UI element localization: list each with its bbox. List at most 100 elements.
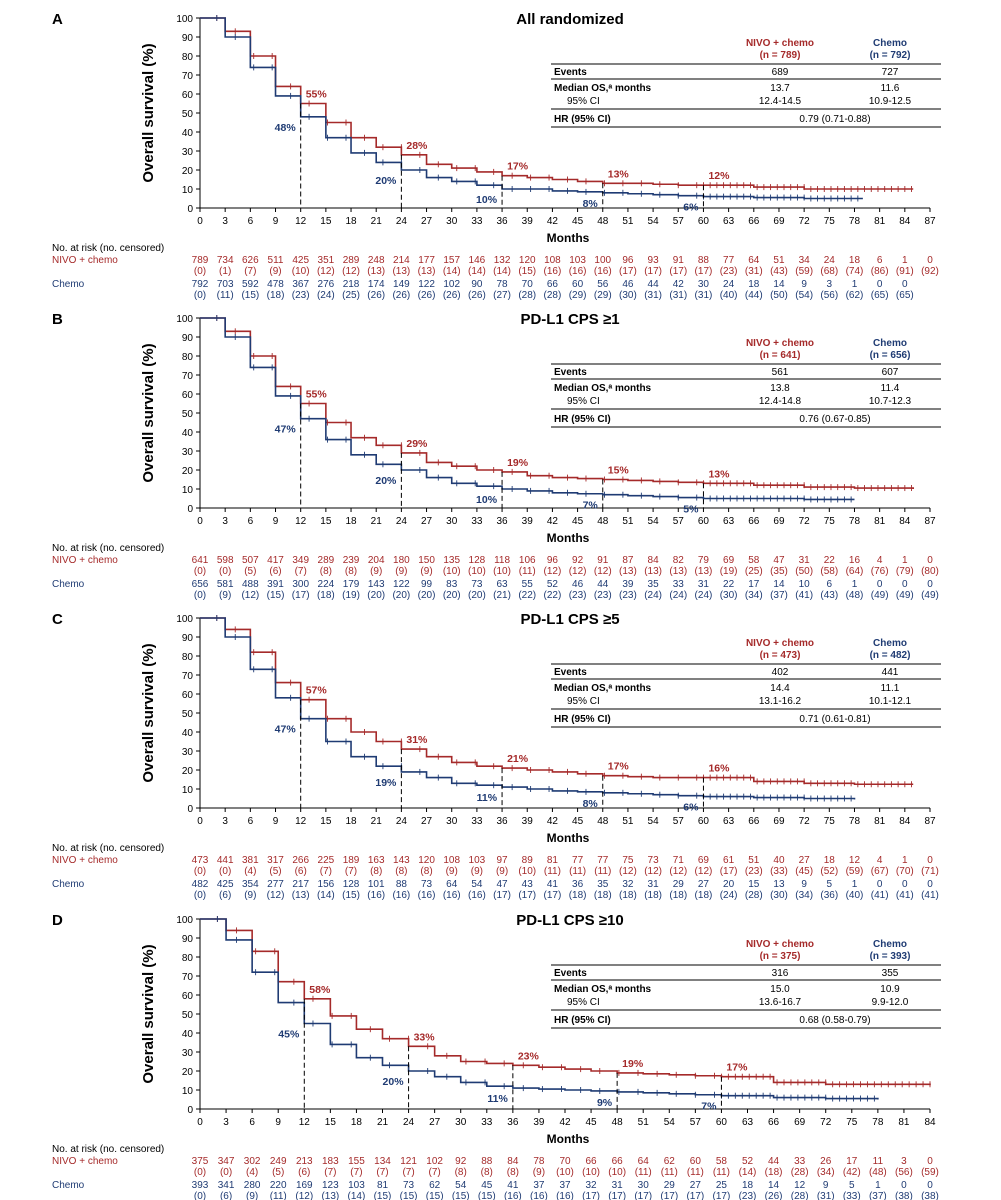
censored-count: (13) [292,890,310,901]
at-risk-count: 29 [664,1180,676,1191]
x-tick-label: 84 [899,816,911,827]
table-events-chemo: 727 [882,67,899,78]
table-events-nivo: 402 [772,667,789,678]
table-hr-label: HR (95% CI) [554,714,611,725]
at-risk-count: 10 [799,579,811,590]
censored-count: (11) [217,290,234,301]
at-risk-count: 73 [403,1180,415,1191]
table-hr-value: 0.68 (0.58-0.79) [799,1015,870,1026]
x-tick-label: 39 [522,516,534,527]
x-tick-label: 63 [723,516,735,527]
censored-count: (7) [345,866,357,877]
panel-title: PD-L1 CPS ≥1 [520,311,619,328]
at-risk-count: 89 [522,855,534,866]
at-risk-count: 289 [318,555,335,566]
censored-count: (17) [713,1191,731,1200]
censored-count: (17) [544,890,562,901]
x-tick-label: 69 [794,1117,806,1128]
milestone-label: 58% [309,984,331,996]
censored-count: (15) [267,590,285,601]
at-risk-count: 77 [723,255,735,266]
censored-count: (7) [244,266,256,277]
x-tick-label: 9 [273,216,279,227]
table-hr-value: 0.79 (0.71-0.88) [799,114,870,125]
at-risk-count: 4 [877,555,883,566]
censored-count: (0) [194,266,206,277]
censored-count: (0) [220,1167,232,1178]
censored-count: (31) [745,266,763,277]
milestone-label: 20% [383,1076,405,1088]
at-risk-count: 106 [519,555,536,566]
at-risk-count: 99 [421,579,433,590]
at-risk-count: 0 [902,279,908,290]
milestone-label: 21% [507,753,529,765]
censored-count: (19) [342,590,360,601]
milestone-label: 8% [583,198,599,210]
milestone-label: 29% [406,438,428,450]
at-risk-count: 0 [927,1156,933,1167]
censored-count: (49) [921,590,939,601]
at-risk-count: 157 [443,255,460,266]
censored-count: (50) [795,566,813,577]
at-risk-count: 4 [877,855,883,866]
at-risk-count: 1 [875,1180,881,1191]
censored-count: (49) [896,590,914,601]
at-risk-count: 9 [801,279,807,290]
censored-count: (6) [269,566,281,577]
table-median-label: Median OS,ᵃ months [554,83,652,94]
censored-count: (6) [295,866,307,877]
censored-count: (22) [518,590,536,601]
at-risk-count: 425 [292,255,309,266]
table-median-chemo: 11.1 [881,683,900,694]
x-tick-label: 54 [648,516,660,527]
censored-count: (9) [395,566,407,577]
censored-count: (65) [871,290,889,301]
at-risk-count: 103 [469,855,486,866]
censored-count: (0) [219,566,231,577]
at-risk-count: 69 [698,855,710,866]
x-tick-label: 15 [320,216,332,227]
censored-count: (59) [921,1167,939,1178]
milestone-label: 55% [306,389,328,401]
at-risk-count: 393 [192,1180,209,1191]
x-tick-label: 6 [249,1117,255,1128]
milestone-label: 33% [414,1031,436,1043]
table-header-nivo: NIVO + chemo [746,638,814,649]
at-risk-count: 163 [368,855,385,866]
table-n-chemo: (n = 393) [870,951,911,962]
censored-count: (10) [608,1167,626,1178]
at-risk-count: 15 [748,879,760,890]
x-tick-label: 78 [849,516,861,527]
y-tick-label: 30 [182,447,194,458]
censored-count: (80) [921,566,939,577]
censored-count: (9) [496,866,508,877]
x-tick-label: 48 [597,516,609,527]
censored-count: (18) [317,590,335,601]
at-risk-count: 249 [270,1156,287,1167]
at-risk-count: 734 [217,255,234,266]
at-risk-count: 30 [638,1180,650,1191]
censored-count: (10) [582,1167,600,1178]
censored-count: (13) [367,266,385,277]
censored-count: (16) [556,1191,574,1200]
censored-count: (17) [686,1191,704,1200]
x-tick-label: 33 [481,1117,493,1128]
y-tick-label: 20 [182,466,194,477]
at-risk-count: 37 [559,1180,571,1191]
x-tick-label: 33 [471,216,483,227]
censored-count: (56) [820,290,838,301]
y-tick-label: 100 [176,915,193,926]
x-tick-label: 84 [899,216,911,227]
table-hr-value: 0.71 (0.61-0.81) [799,714,870,725]
censored-count: (28) [518,290,536,301]
milestone-label: 20% [375,475,397,487]
censored-count: (15) [452,1191,470,1200]
censored-count: (20) [468,590,486,601]
x-tick-label: 12 [295,516,307,527]
censored-count: (54) [795,290,813,301]
at-risk-count: 375 [192,1156,209,1167]
at-risk-count: 302 [244,1156,261,1167]
censored-count: (13) [695,566,713,577]
x-tick-label: 24 [396,816,408,827]
